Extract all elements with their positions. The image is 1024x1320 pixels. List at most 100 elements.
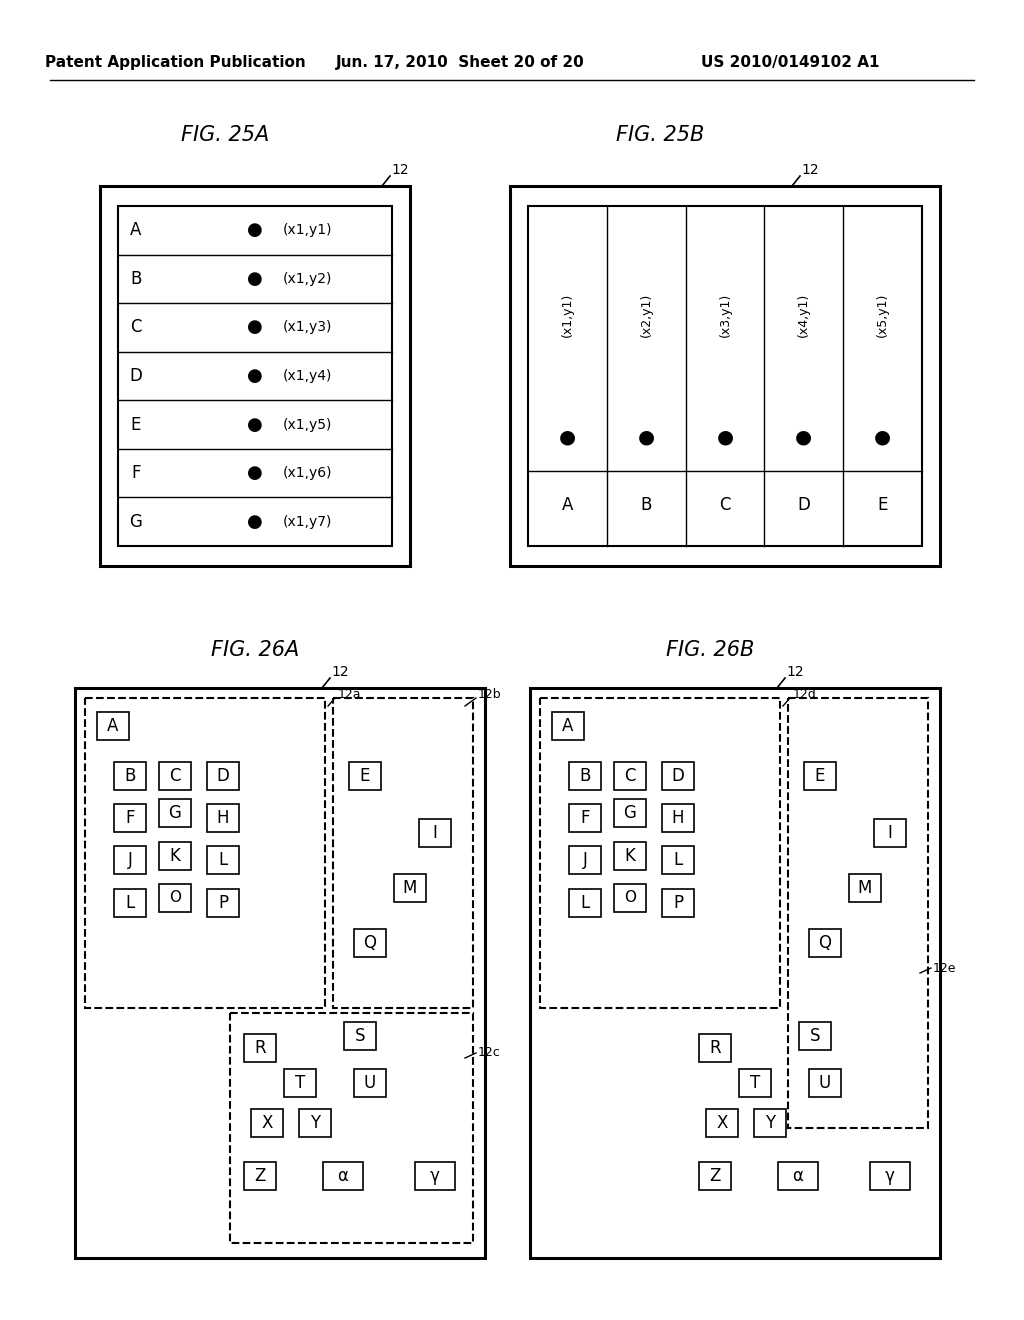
Text: ●: ● <box>247 512 263 531</box>
Text: L: L <box>125 894 134 912</box>
Text: Jun. 17, 2010  Sheet 20 of 20: Jun. 17, 2010 Sheet 20 of 20 <box>336 54 585 70</box>
Bar <box>207 888 239 917</box>
Bar <box>114 804 146 832</box>
Text: K: K <box>170 847 180 865</box>
Text: ●: ● <box>247 222 263 239</box>
Text: D: D <box>672 767 684 785</box>
Text: ●: ● <box>247 318 263 337</box>
Bar <box>706 1109 738 1137</box>
Text: E: E <box>878 496 888 515</box>
Text: FIG. 25B: FIG. 25B <box>615 125 705 145</box>
Text: E: E <box>815 767 825 785</box>
Text: FIG. 25A: FIG. 25A <box>181 125 269 145</box>
Text: 12e: 12e <box>933 961 956 974</box>
Text: γ: γ <box>885 1167 895 1185</box>
Bar <box>804 762 836 789</box>
Text: F: F <box>581 809 590 828</box>
Bar <box>159 842 191 870</box>
Bar <box>510 186 940 566</box>
Text: C: C <box>719 496 731 515</box>
Text: Patent Application Publication: Patent Application Publication <box>45 54 305 70</box>
Bar <box>874 818 906 847</box>
Text: T: T <box>750 1074 760 1092</box>
Text: P: P <box>218 894 228 912</box>
Text: A: A <box>130 222 141 239</box>
Text: S: S <box>810 1027 820 1045</box>
Text: 12: 12 <box>391 162 409 177</box>
Bar <box>569 888 601 917</box>
Text: (x1,y1): (x1,y1) <box>283 223 332 238</box>
Bar <box>662 762 694 789</box>
Text: α: α <box>338 1167 348 1185</box>
Text: 12b: 12b <box>478 688 502 701</box>
Text: T: T <box>295 1074 305 1092</box>
Text: (x5,y1): (x5,y1) <box>877 293 889 337</box>
Bar <box>809 1069 841 1097</box>
Text: Q: Q <box>364 935 377 952</box>
Bar <box>100 186 410 566</box>
Text: 12a: 12a <box>338 688 361 701</box>
Text: Y: Y <box>310 1114 321 1133</box>
Bar <box>788 698 928 1129</box>
Text: G: G <box>624 804 637 822</box>
Text: E: E <box>359 767 371 785</box>
Text: G: G <box>169 804 181 822</box>
Text: A: A <box>108 717 119 735</box>
Bar <box>284 1069 316 1097</box>
Text: I: I <box>888 824 893 842</box>
Text: A: A <box>562 496 573 515</box>
Bar <box>552 711 584 741</box>
Text: 12: 12 <box>801 162 819 177</box>
Text: G: G <box>130 512 142 531</box>
Text: 12d: 12d <box>793 688 817 701</box>
Bar <box>114 762 146 789</box>
Bar <box>114 846 146 874</box>
Text: P: P <box>673 894 683 912</box>
Bar <box>614 762 646 789</box>
Text: 12: 12 <box>786 665 804 678</box>
Bar <box>354 1069 386 1097</box>
Bar <box>419 818 451 847</box>
Bar <box>349 762 381 789</box>
Text: ●: ● <box>717 428 733 446</box>
Bar <box>244 1162 276 1191</box>
Text: M: M <box>858 879 872 898</box>
Text: B: B <box>580 767 591 785</box>
Text: ●: ● <box>796 428 812 446</box>
Bar <box>569 762 601 789</box>
Text: H: H <box>672 809 684 828</box>
Text: F: F <box>125 809 135 828</box>
Text: (x1,y1): (x1,y1) <box>561 293 573 337</box>
Bar <box>323 1162 362 1191</box>
Text: I: I <box>432 824 437 842</box>
Text: D: D <box>216 767 229 785</box>
Text: H: H <box>217 809 229 828</box>
Bar <box>230 1012 473 1243</box>
Text: E: E <box>131 416 141 433</box>
Text: (x4,y1): (x4,y1) <box>798 293 810 337</box>
Text: K: K <box>625 847 636 865</box>
Text: (x2,y1): (x2,y1) <box>640 293 652 337</box>
Text: ●: ● <box>638 428 654 446</box>
Text: (x1,y2): (x1,y2) <box>283 272 332 286</box>
Text: R: R <box>254 1039 266 1057</box>
Bar <box>699 1034 731 1063</box>
Text: O: O <box>169 891 181 906</box>
Text: C: C <box>130 318 141 337</box>
Bar <box>614 842 646 870</box>
Bar <box>207 804 239 832</box>
Text: L: L <box>674 851 683 869</box>
Text: F: F <box>131 465 140 482</box>
Bar <box>114 888 146 917</box>
Text: U: U <box>819 1074 831 1092</box>
Bar <box>159 762 191 789</box>
Text: 12c: 12c <box>478 1047 501 1060</box>
Text: ●: ● <box>247 269 263 288</box>
Bar <box>540 698 780 1008</box>
Text: 12: 12 <box>331 665 349 678</box>
Bar <box>394 874 426 902</box>
Text: α: α <box>793 1167 804 1185</box>
Text: Z: Z <box>710 1167 721 1185</box>
Bar <box>614 799 646 828</box>
Text: L: L <box>581 894 590 912</box>
